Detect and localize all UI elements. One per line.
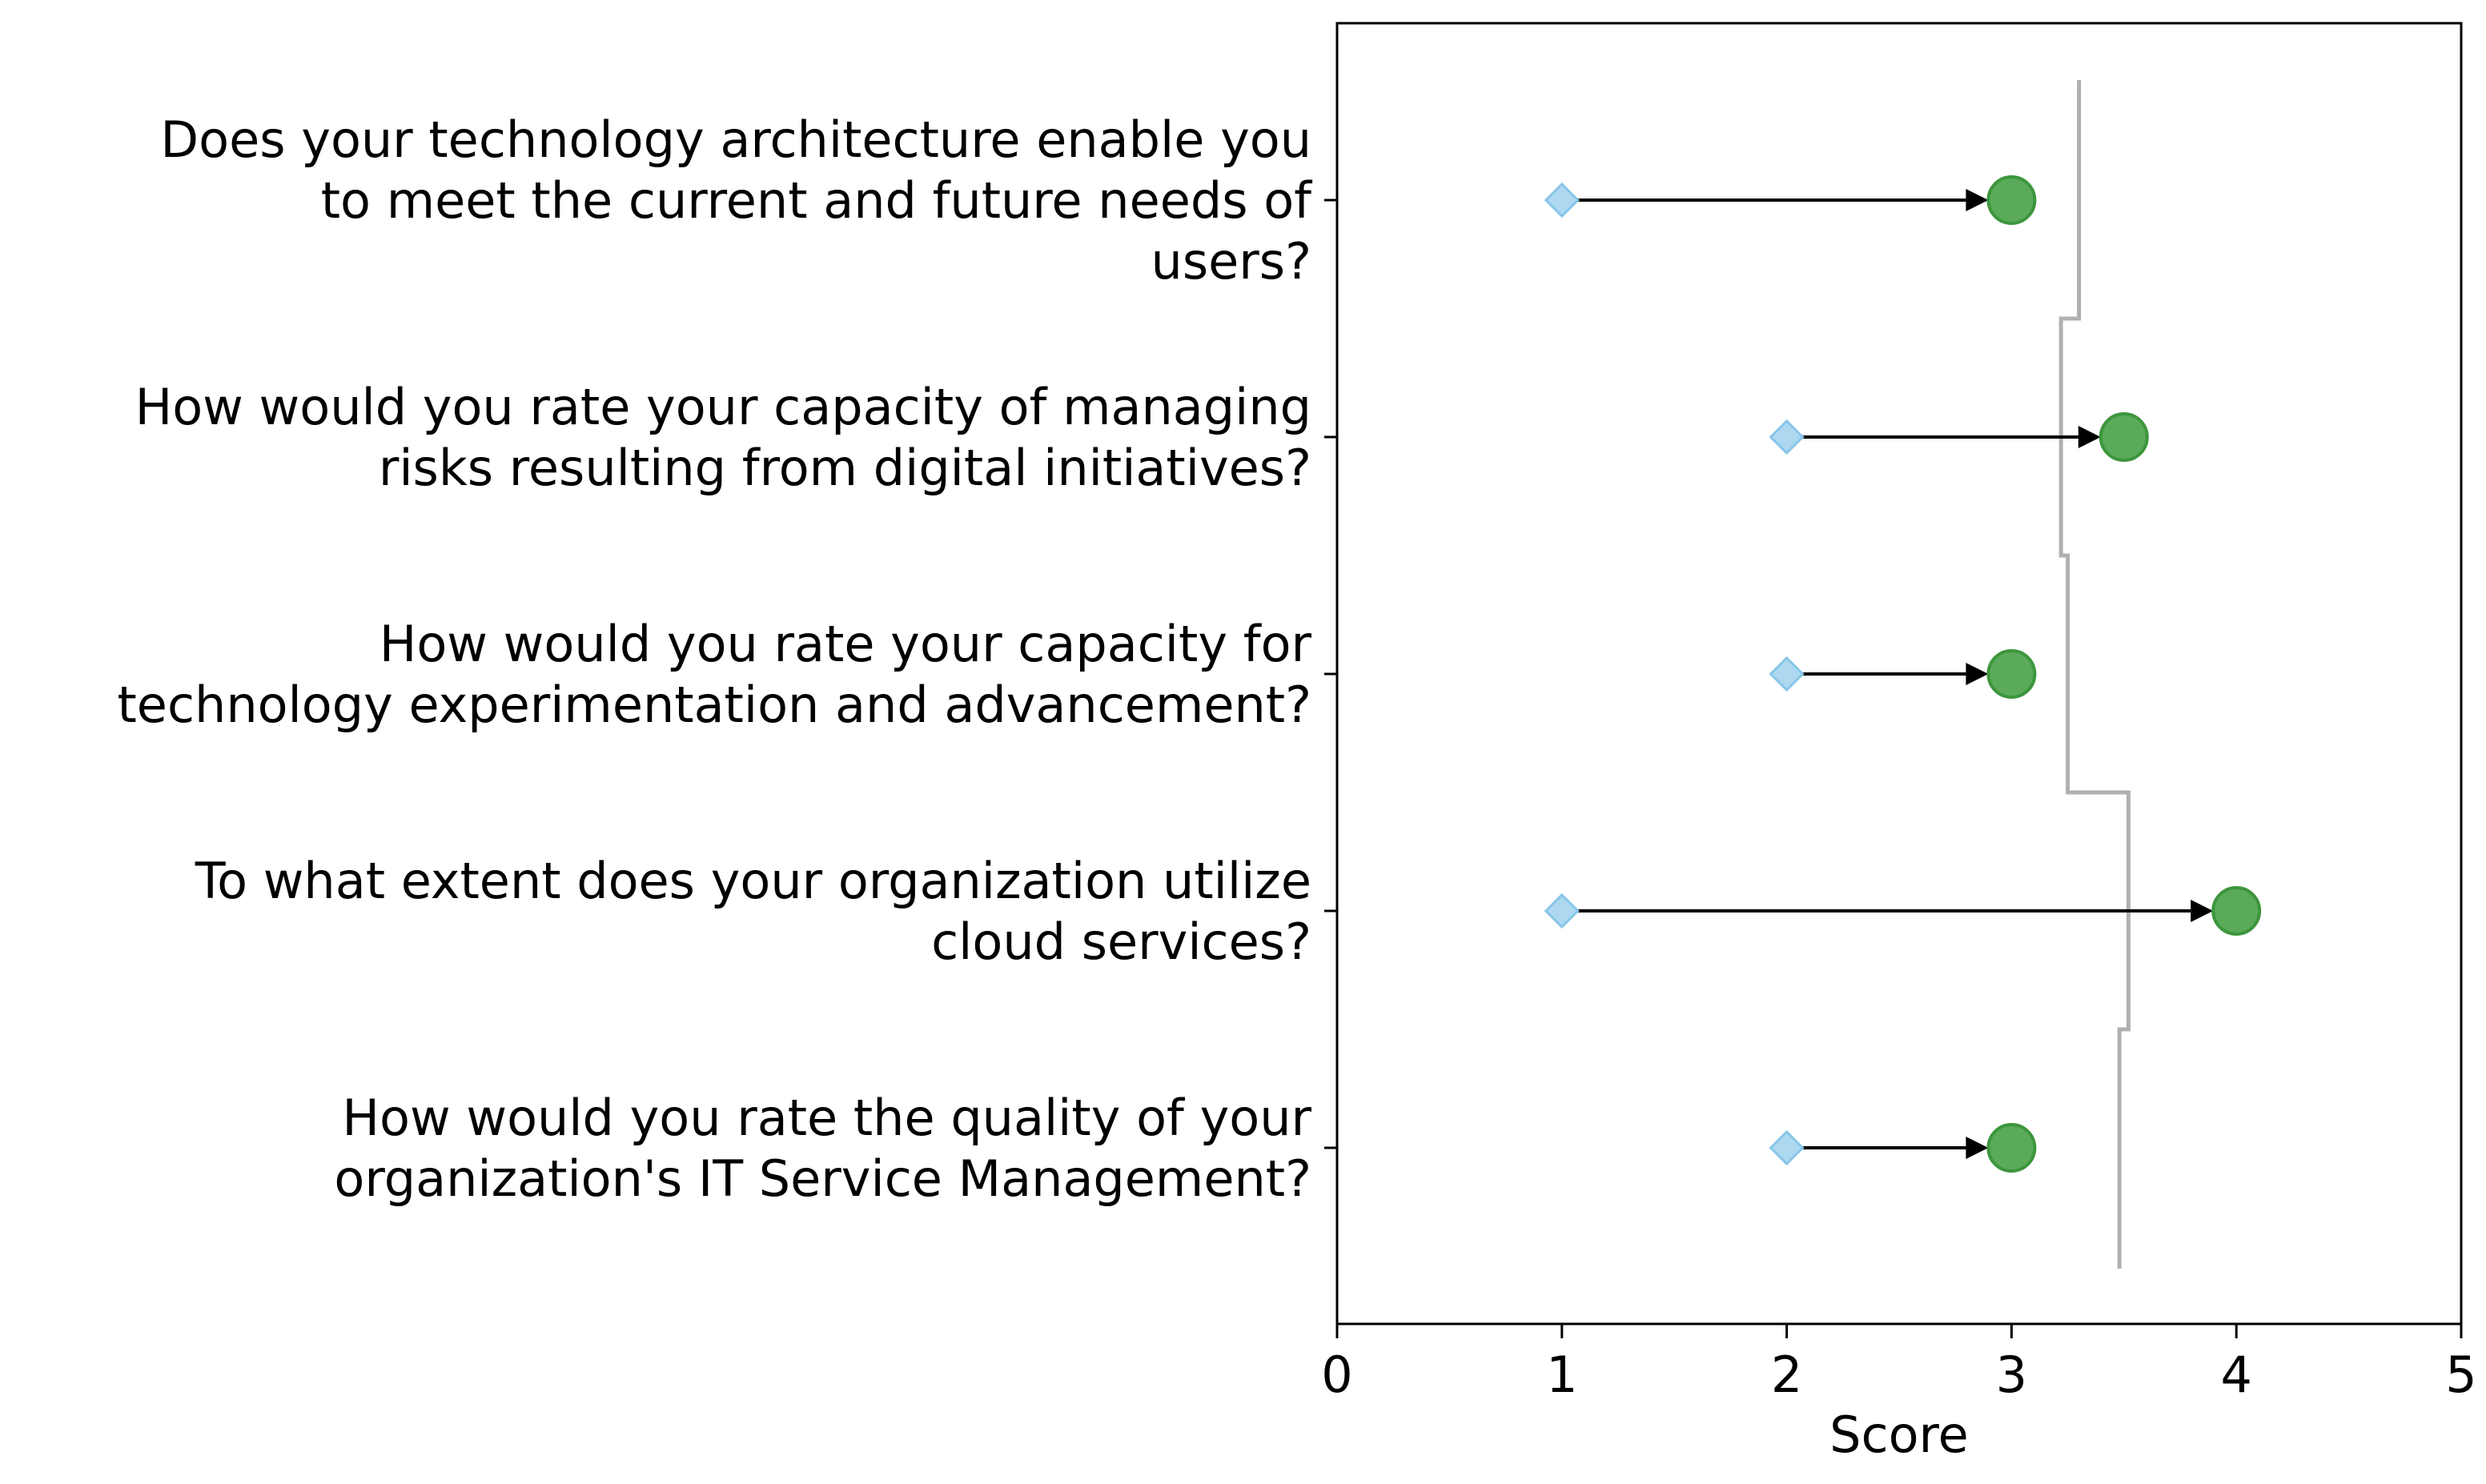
x-tick-label: 4 xyxy=(2220,1346,2251,1404)
end-point xyxy=(1986,175,2037,225)
end-point xyxy=(2098,412,2149,462)
y-tick-label: How would you rate your capacity for tech… xyxy=(117,615,1311,734)
y-tick-label-line: risks resulting from digital initiatives… xyxy=(379,439,1311,497)
arrow-head xyxy=(1966,1137,1989,1159)
x-axis-label: Score xyxy=(1829,1406,1969,1464)
start-point xyxy=(1544,182,1580,219)
arrow-head xyxy=(1966,189,1989,211)
end-point xyxy=(1986,649,2037,699)
y-tick-label-line: Does your technology architecture enable… xyxy=(160,110,1311,169)
x-tick-label: 5 xyxy=(2445,1346,2476,1404)
y-tick-label-line: users? xyxy=(1151,232,1311,291)
y-tick-label-line: organization's IT Service Management? xyxy=(334,1149,1311,1208)
y-tick-label: Does your technology architecture enable… xyxy=(160,110,1313,291)
point-group xyxy=(1544,175,2262,1173)
x-tick-label: 3 xyxy=(1996,1346,2027,1404)
start-point xyxy=(1769,656,1805,692)
y-tick-label-line: cloud services? xyxy=(931,912,1311,971)
y-tick-label-line: To what extent does your organization ut… xyxy=(195,852,1311,910)
y-axis: Does your technology architecture enable… xyxy=(117,110,1337,1208)
arrow-head xyxy=(2191,900,2214,922)
start-point xyxy=(1769,419,1805,455)
y-tick-label-line: How would you rate your capacity of mana… xyxy=(135,378,1311,436)
y-tick-label-line: to meet the current and future needs of xyxy=(321,171,1313,230)
x-tick-label: 0 xyxy=(1321,1346,1352,1404)
y-tick-label-line: How would you rate the quality of your xyxy=(342,1089,1311,1147)
y-tick-label: To what extent does your organization ut… xyxy=(195,852,1311,971)
y-tick-label: How would you rate the quality of your or… xyxy=(334,1089,1311,1208)
y-tick-label-line: How would you rate your capacity for xyxy=(380,615,1312,673)
end-point xyxy=(1986,1123,2037,1173)
x-tick-label: 2 xyxy=(1771,1346,1802,1404)
start-point xyxy=(1769,1129,1805,1166)
arrow-group xyxy=(1561,189,2214,1159)
step-line-group xyxy=(2058,80,2131,1269)
y-tick-label: How would you rate your capacity of mana… xyxy=(135,378,1311,497)
arrow-head xyxy=(2078,426,2101,448)
step-line xyxy=(2058,80,2131,1269)
y-tick-label-line: technology experimentation and advanceme… xyxy=(117,676,1311,734)
arrow-head xyxy=(1966,663,1989,685)
x-axis: 0 1 2 3 4 5 xyxy=(1321,1324,2477,1404)
start-point xyxy=(1544,892,1580,929)
x-tick-label: 1 xyxy=(1546,1346,1577,1404)
end-point xyxy=(2211,886,2262,936)
